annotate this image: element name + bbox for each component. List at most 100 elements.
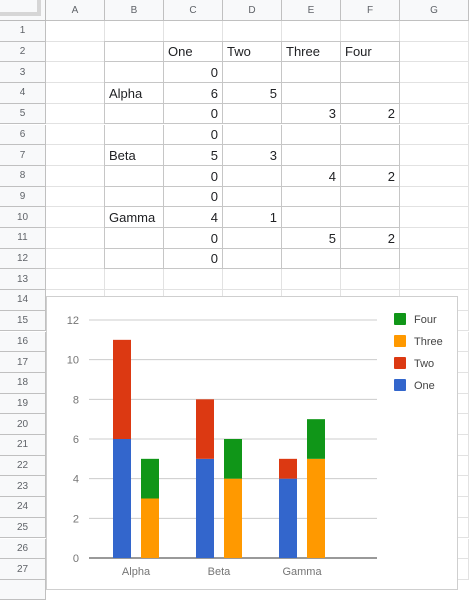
- value-cell[interactable]: 0: [164, 124, 223, 146]
- value-cell[interactable]: 5: [223, 83, 282, 104]
- value-cell[interactable]: [282, 62, 341, 84]
- row-header[interactable]: 2: [0, 41, 46, 63]
- row-header[interactable]: 16: [0, 331, 46, 353]
- value-cell[interactable]: 0: [164, 248, 223, 270]
- row-header[interactable]: 6: [0, 124, 46, 146]
- grid-cell[interactable]: [400, 41, 469, 63]
- value-cell[interactable]: [282, 124, 341, 146]
- grid-cell[interactable]: [400, 62, 469, 84]
- grid-cell[interactable]: [46, 269, 105, 291]
- row-header[interactable]: 15: [0, 310, 46, 332]
- value-cell[interactable]: [223, 186, 282, 208]
- grid-cell[interactable]: [46, 145, 105, 166]
- row-header[interactable]: 12: [0, 248, 46, 270]
- category-label-cell[interactable]: [104, 228, 164, 249]
- grid-cell[interactable]: [46, 165, 105, 187]
- grid-cell[interactable]: [46, 21, 105, 42]
- column-header-d[interactable]: D: [223, 0, 282, 21]
- value-cell[interactable]: 3: [223, 145, 282, 166]
- value-cell[interactable]: [223, 124, 282, 146]
- row-header[interactable]: 21: [0, 435, 46, 456]
- row-header[interactable]: 22: [0, 455, 46, 477]
- series-header-cell[interactable]: Two: [223, 40, 282, 63]
- category-label-cell[interactable]: Beta: [104, 145, 164, 166]
- category-label-cell[interactable]: [104, 103, 164, 125]
- grid-cell[interactable]: [46, 41, 105, 63]
- grid-cell[interactable]: [400, 21, 469, 42]
- column-header-e[interactable]: E: [282, 0, 341, 21]
- value-cell[interactable]: [341, 124, 400, 146]
- value-cell[interactable]: [341, 145, 400, 166]
- grid-cell[interactable]: [400, 83, 469, 104]
- row-header[interactable]: [0, 579, 46, 600]
- row-header[interactable]: 25: [0, 517, 46, 539]
- value-cell[interactable]: 2: [341, 228, 400, 249]
- column-header-g[interactable]: G: [400, 0, 469, 21]
- grid-cell[interactable]: [46, 186, 105, 208]
- grid-cell[interactable]: [341, 21, 400, 42]
- stacked-bar-chart[interactable]: 0 2 4 6 8 10 12 Alpha Beta Gamma Four Three Two One: [46, 296, 458, 590]
- grid-cell[interactable]: [46, 103, 105, 125]
- grid-cell[interactable]: [282, 269, 341, 291]
- row-header[interactable]: 7: [0, 145, 46, 166]
- row-header[interactable]: 23: [0, 476, 46, 498]
- column-header-f[interactable]: F: [341, 0, 400, 21]
- row-header[interactable]: 17: [0, 352, 46, 373]
- grid-cell[interactable]: [164, 21, 223, 42]
- row-header[interactable]: 20: [0, 414, 46, 435]
- grid-cell[interactable]: [46, 248, 105, 270]
- category-label-cell[interactable]: Alpha: [104, 83, 164, 104]
- value-cell[interactable]: 1: [223, 207, 282, 228]
- table-corner-cell[interactable]: [104, 40, 164, 63]
- category-label-cell[interactable]: [104, 124, 164, 146]
- series-header-cell[interactable]: One: [164, 40, 223, 63]
- row-header[interactable]: 11: [0, 228, 46, 249]
- select-all-corner[interactable]: [0, 0, 46, 21]
- category-label-cell[interactable]: [104, 165, 164, 187]
- value-cell[interactable]: 5: [282, 228, 341, 249]
- value-cell[interactable]: [341, 207, 400, 228]
- value-cell[interactable]: [223, 165, 282, 187]
- grid-cell[interactable]: [46, 62, 105, 84]
- row-header[interactable]: 24: [0, 497, 46, 518]
- grid-cell[interactable]: [46, 83, 105, 104]
- value-cell[interactable]: 5: [164, 145, 223, 166]
- value-cell[interactable]: [282, 83, 341, 104]
- category-label-cell[interactable]: [104, 248, 164, 270]
- value-cell[interactable]: 0: [164, 165, 223, 187]
- column-header-a[interactable]: A: [46, 0, 105, 21]
- row-header[interactable]: 3: [0, 62, 46, 84]
- value-cell[interactable]: 2: [341, 165, 400, 187]
- value-cell[interactable]: [282, 207, 341, 228]
- row-header[interactable]: 4: [0, 83, 46, 104]
- value-cell[interactable]: [341, 248, 400, 270]
- row-header[interactable]: 19: [0, 393, 46, 415]
- series-header-cell[interactable]: Four: [341, 40, 400, 63]
- grid-cell[interactable]: [46, 228, 105, 249]
- row-header[interactable]: 1: [0, 21, 46, 42]
- row-header[interactable]: 27: [0, 559, 46, 580]
- row-header[interactable]: 13: [0, 269, 46, 291]
- row-header[interactable]: 9: [0, 186, 46, 208]
- value-cell[interactable]: [223, 62, 282, 84]
- value-cell[interactable]: 2: [341, 103, 400, 125]
- column-header-b[interactable]: B: [105, 0, 164, 21]
- value-cell[interactable]: [341, 186, 400, 208]
- grid-cell[interactable]: [400, 145, 469, 166]
- grid-cell[interactable]: [400, 186, 469, 208]
- value-cell[interactable]: [223, 103, 282, 125]
- category-label-cell[interactable]: Gamma: [104, 207, 164, 228]
- row-header[interactable]: 14: [0, 290, 46, 311]
- grid-cell[interactable]: [341, 269, 400, 291]
- grid-cell[interactable]: [282, 21, 341, 42]
- grid-cell[interactable]: [400, 124, 469, 146]
- grid-cell[interactable]: [400, 207, 469, 228]
- category-label-cell[interactable]: [104, 62, 164, 84]
- row-header[interactable]: 26: [0, 538, 46, 560]
- grid-cell[interactable]: [46, 124, 105, 146]
- value-cell[interactable]: [282, 186, 341, 208]
- value-cell[interactable]: 0: [164, 186, 223, 208]
- grid-cell[interactable]: [400, 228, 469, 249]
- value-cell[interactable]: 3: [282, 103, 341, 125]
- value-cell[interactable]: 0: [164, 103, 223, 125]
